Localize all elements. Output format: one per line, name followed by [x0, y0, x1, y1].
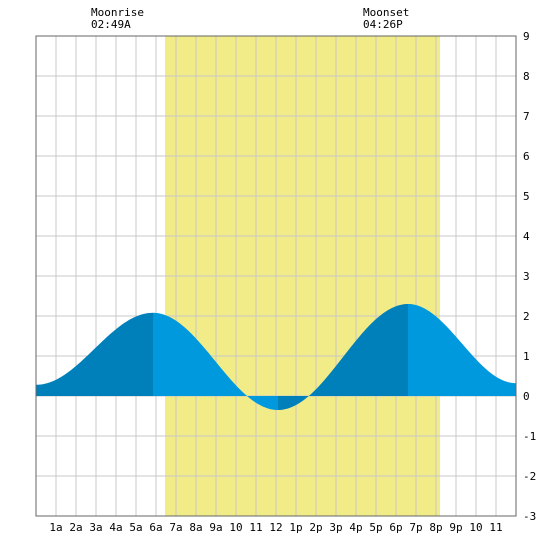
x-tick-label: 6p	[389, 521, 402, 534]
x-tick-label: 1a	[49, 521, 62, 534]
moonrise-time: 02:49A	[91, 18, 131, 31]
moonset-time: 04:26P	[363, 18, 403, 31]
y-tick-label: 3	[523, 270, 530, 283]
tide-falling-area	[408, 304, 516, 396]
x-tick-label: 2a	[69, 521, 82, 534]
x-tick-label: 4a	[109, 521, 122, 534]
y-tick-label: 1	[523, 350, 530, 363]
x-tick-label: 11	[249, 521, 262, 534]
x-tick-label: 10	[469, 521, 482, 534]
y-tick-label: 8	[523, 70, 530, 83]
y-tick-label: 9	[523, 30, 530, 43]
x-tick-label: 7a	[169, 521, 182, 534]
y-tick-label: 2	[523, 310, 530, 323]
moonrise-title: Moonrise	[91, 6, 144, 19]
y-tick-label: -3	[523, 510, 536, 523]
x-tick-label: 2p	[309, 521, 322, 534]
x-tick-label: 8a	[189, 521, 202, 534]
x-tick-label: 5a	[129, 521, 142, 534]
y-tick-label: 0	[523, 390, 530, 403]
y-tick-label: 6	[523, 150, 530, 163]
moonset-title: Moonset	[363, 6, 409, 19]
x-tick-label: 8p	[429, 521, 442, 534]
y-tick-label: 7	[523, 110, 530, 123]
x-tick-label: 10	[229, 521, 242, 534]
x-tick-label: 12	[269, 521, 282, 534]
x-tick-label: 3p	[329, 521, 342, 534]
y-tick-label: -2	[523, 470, 536, 483]
x-tick-label: 9a	[209, 521, 222, 534]
x-tick-label: 4p	[349, 521, 362, 534]
x-tick-label: 6a	[149, 521, 162, 534]
tide-falling-area	[153, 312, 278, 410]
y-tick-label: -1	[523, 430, 536, 443]
plot-frame	[35, 35, 517, 517]
x-tick-label: 9p	[449, 521, 462, 534]
x-tick-label: 11	[489, 521, 502, 534]
tide-rising-area	[36, 312, 153, 396]
tide-rising-area	[278, 304, 408, 410]
x-tick-label: 5p	[369, 521, 382, 534]
y-tick-label: 5	[523, 190, 530, 203]
y-tick-label: 4	[523, 230, 530, 243]
x-tick-label: 7p	[409, 521, 422, 534]
x-tick-label: 1p	[289, 521, 302, 534]
x-tick-label: 3a	[89, 521, 102, 534]
